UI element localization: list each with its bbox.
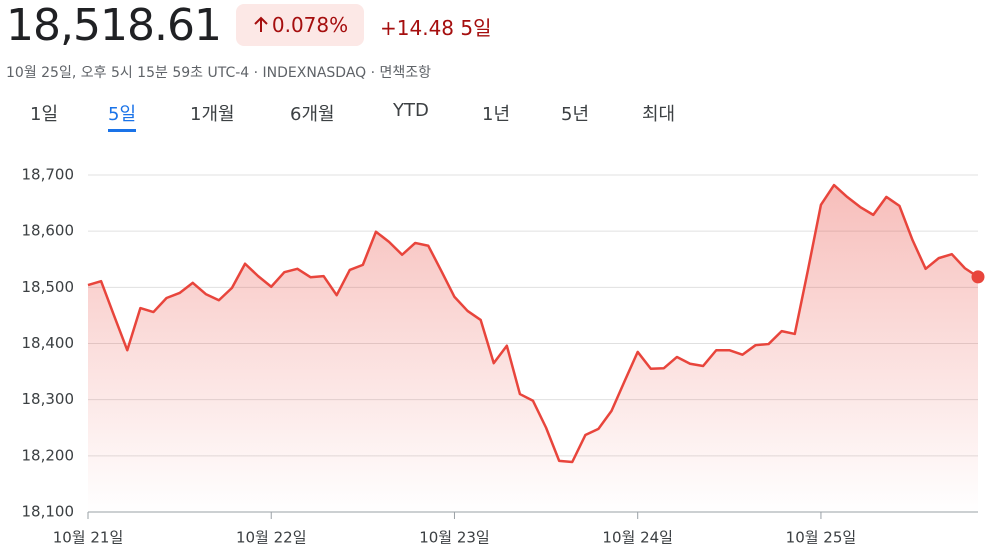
range-tab[interactable]: 1일 xyxy=(30,104,59,125)
change-badge: 0.078% xyxy=(236,4,364,46)
y-tick-label: 18,300 xyxy=(22,390,75,408)
price-line xyxy=(87,183,979,464)
range-tab[interactable]: 1개월 xyxy=(190,104,235,125)
x-tick-label: 10월 21일 xyxy=(53,529,124,547)
y-tick-label: 18,200 xyxy=(22,446,75,464)
range-tab[interactable]: 6개월 xyxy=(290,104,335,125)
y-tick-label: 18,500 xyxy=(22,278,75,296)
subtitle: 10월 25일, 오후 5시 15분 59초 UTC-4 · INDEXNASD… xyxy=(6,65,432,81)
x-tick-label: 10월 25일 xyxy=(786,529,857,547)
range-tab[interactable]: 최대 xyxy=(642,104,676,125)
x-tick-label: 10월 23일 xyxy=(419,529,490,547)
change-pct: 0.078% xyxy=(271,13,349,37)
y-tick-label: 18,400 xyxy=(22,334,75,352)
x-tick-label: 10월 24일 xyxy=(602,529,673,547)
x-tick-label: 10월 22일 xyxy=(236,529,307,547)
range-tab[interactable]: 5일 xyxy=(108,100,137,132)
range-tab[interactable]: 5년 xyxy=(561,104,590,125)
y-tick-label: 18,600 xyxy=(22,222,75,240)
area-fill xyxy=(88,185,978,513)
last-point xyxy=(971,270,985,284)
range-tab[interactable]: 1년 xyxy=(482,104,511,125)
y-tick-label: 18,100 xyxy=(22,503,75,521)
up-arrow xyxy=(254,16,268,32)
price: 18,518.61 xyxy=(6,0,222,51)
range-tab[interactable]: YTD xyxy=(393,100,429,121)
y-tick-label: 18,700 xyxy=(22,166,75,184)
change-abs: +14.48 5일 xyxy=(380,16,492,40)
